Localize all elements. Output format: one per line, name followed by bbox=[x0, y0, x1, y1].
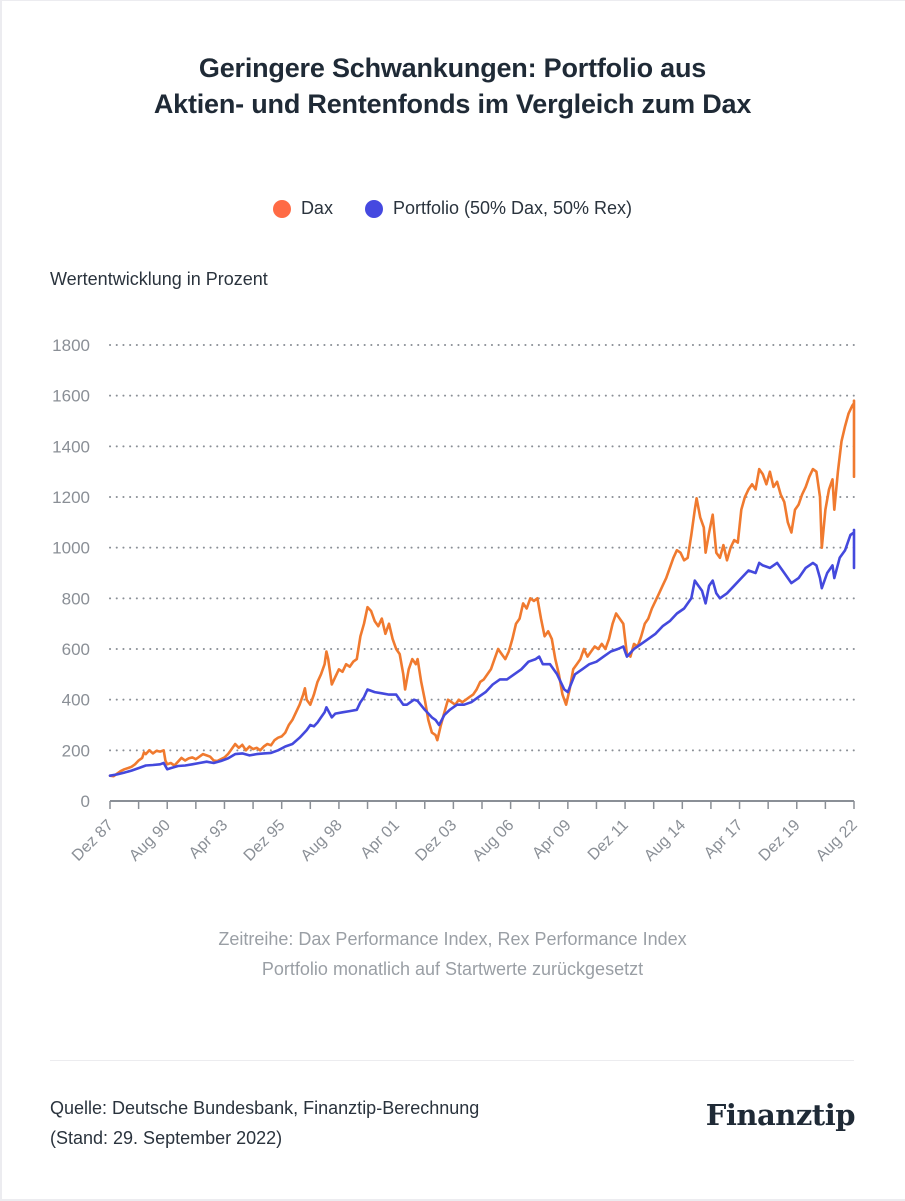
footer-divider bbox=[50, 1060, 854, 1061]
chart-title: Geringere Schwankungen: Portfolio aus Ak… bbox=[0, 50, 905, 122]
source-line-2: (Stand: 29. September 2022) bbox=[50, 1128, 283, 1148]
legend: Dax Portfolio (50% Dax, 50% Rex) bbox=[0, 198, 905, 219]
y-tick-label: 600 bbox=[62, 640, 90, 659]
y-tick-label: 1400 bbox=[52, 437, 90, 456]
y-tick-label: 0 bbox=[81, 792, 90, 811]
x-tick-label: Aug 90 bbox=[126, 817, 174, 865]
x-tick-label: Aug 22 bbox=[813, 817, 861, 865]
legend-dot-icon bbox=[364, 199, 383, 218]
line-chart: 0 200 400 600 800 1000 1200 1400 1600 1800 Dez 87… bbox=[52, 336, 861, 865]
y-tick-label: 400 bbox=[62, 691, 90, 710]
x-tick-label: Dez 95 bbox=[241, 817, 289, 865]
x-tick-label: Apr 09 bbox=[529, 817, 574, 862]
source-line-1: Quelle: Deutsche Bundesbank, Finanztip-B… bbox=[50, 1098, 480, 1118]
x-tick-label: Dez 11 bbox=[585, 817, 632, 864]
series-group bbox=[108, 399, 856, 778]
x-tick-label: Dez 87 bbox=[69, 817, 117, 865]
x-tick-label: Aug 98 bbox=[298, 817, 346, 865]
x-tick-label: Apr 17 bbox=[701, 817, 746, 862]
x-tick-label: Aug 14 bbox=[641, 817, 689, 865]
source: Quelle: Deutsche Bundesbank, Finanztip-B… bbox=[50, 1093, 479, 1153]
x-axis: Dez 87 Aug 90 Apr 93 Dez 95 Aug 98 Apr 01 Dez … bbox=[69, 800, 861, 865]
note-line-2: Portfolio monatlich auf Startwerte zurüc… bbox=[261, 959, 644, 979]
x-tick-label: Dez 03 bbox=[412, 817, 460, 865]
x-tick-label: Apr 93 bbox=[186, 817, 231, 862]
y-tick-label: 1600 bbox=[52, 387, 90, 406]
legend-label: Portfolio (50% Dax, 50% Rex) bbox=[392, 198, 633, 218]
series-line-portfolio bbox=[108, 528, 856, 777]
legend-item-dax[interactable]: Dax bbox=[272, 198, 333, 219]
y-tick-label: 1200 bbox=[52, 488, 90, 507]
y-tick-label: 200 bbox=[62, 741, 90, 760]
x-tick-label: Aug 06 bbox=[470, 817, 518, 865]
y-tick-label: 1000 bbox=[52, 539, 90, 558]
note-line-1: Zeitreihe: Dax Performance Index, Rex Pe… bbox=[218, 929, 687, 949]
legend-dot-icon bbox=[272, 199, 291, 218]
y-axis-ticks: 0 200 400 600 800 1000 1200 1400 1600 1800 bbox=[52, 336, 90, 811]
legend-item-portfolio[interactable]: Portfolio (50% Dax, 50% Rex) bbox=[364, 198, 633, 219]
y-tick-label: 1800 bbox=[52, 336, 90, 355]
finanztip-logo: Finanztip bbox=[705, 1098, 856, 1132]
chart-title-line-1: Geringere Schwankungen: Portfolio aus bbox=[198, 53, 707, 83]
series-line-dax bbox=[108, 399, 856, 778]
x-tick-label: Dez 19 bbox=[756, 817, 804, 865]
grid bbox=[109, 344, 855, 752]
legend-label: Dax bbox=[300, 198, 333, 218]
chart-title-line-2: Aktien- und Rentenfonds im Vergleich zum… bbox=[153, 89, 752, 119]
x-tick-label: Apr 01 bbox=[358, 817, 403, 862]
y-axis-title: Wertentwicklung in Prozent bbox=[50, 269, 268, 289]
y-tick-label: 800 bbox=[62, 589, 90, 608]
